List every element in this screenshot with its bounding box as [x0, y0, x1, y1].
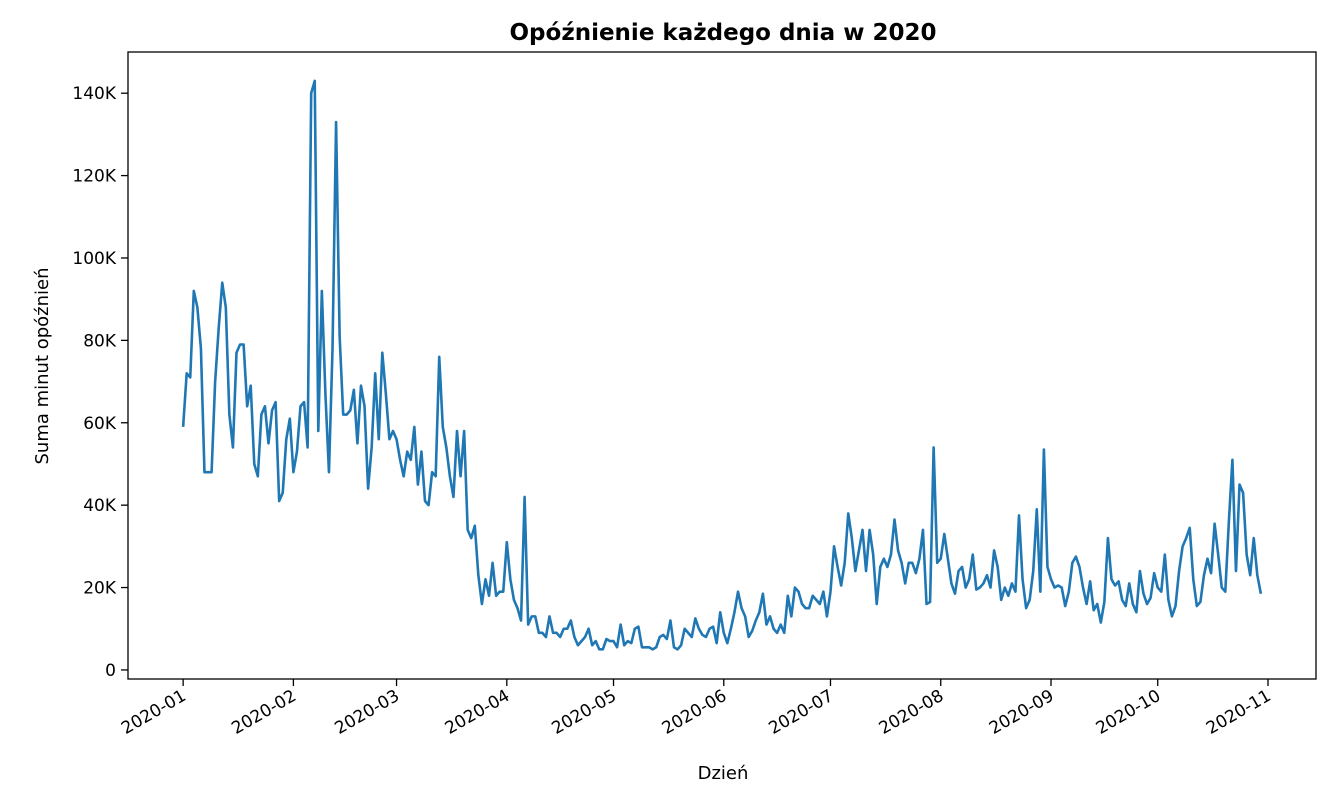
y-tick-label: 140K — [72, 84, 116, 104]
y-tick-label: 80K — [83, 331, 117, 351]
y-tick-label: 40K — [83, 496, 117, 516]
y-tick-label: 120K — [72, 167, 116, 187]
plot-frame — [127, 51, 1317, 680]
y-tick-label: 20K — [83, 579, 117, 599]
series-line-0 — [181, 79, 1263, 651]
y-axis-ticks: 0 20K 40K 60K 80K 100K 120K 140K — [72, 84, 128, 681]
chart-title: Opóźnienie każdego dnia w 2020 — [510, 20, 937, 46]
line-layer — [181, 79, 1263, 651]
x-axis-label: Dzień — [698, 763, 749, 784]
y-tick-label: 0 — [105, 661, 116, 681]
y-axis-label: Suma minut opóźnień — [32, 267, 53, 464]
y-tick-label: 100K — [72, 249, 116, 269]
plot-background — [128, 52, 1316, 679]
plot-area — [128, 52, 1316, 679]
y-tick-label: 60K — [83, 414, 117, 434]
